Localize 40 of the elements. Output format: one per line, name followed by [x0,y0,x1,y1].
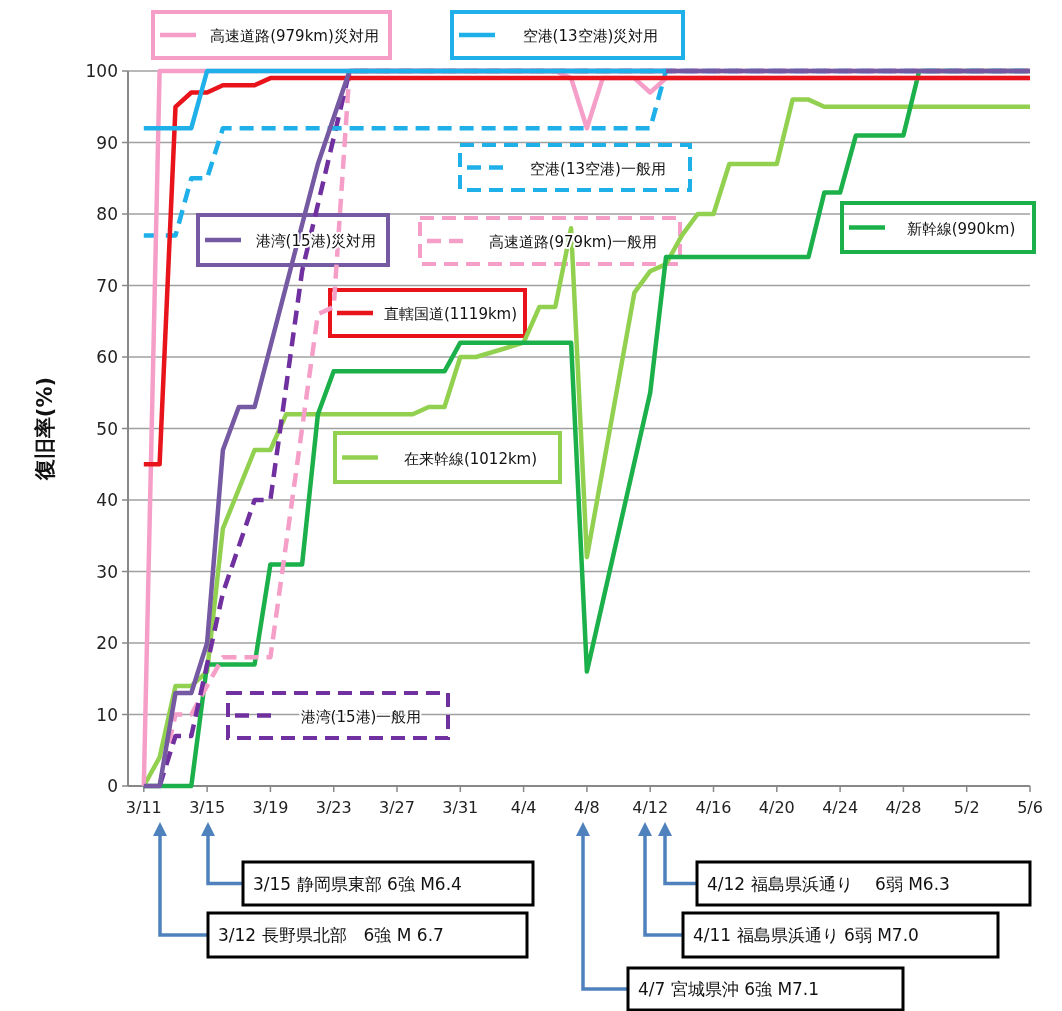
text: 4/12 福島県浜通り 6弱 M6.3 [707,873,950,894]
y-axis-title: 復旧率(%) [33,376,57,482]
legend-label: 在来幹線(1012km) [403,449,538,468]
text: 3/15 静岡県東部 6強 M6.4 [253,873,462,894]
x-tick-label: 5/2 [953,798,980,817]
x-tick-label: 5/6 [1017,798,1043,817]
x-tick-label: 4/20 [758,798,795,817]
y-tick-label: 60 [96,347,118,367]
legend-label: 空港(13空港)災対用 [522,27,659,45]
y-tick-label: 10 [96,704,118,725]
x-tick-label: 4/24 [822,798,859,817]
x-tick-label: 4/16 [695,798,732,817]
text: 4/11 福島県浜通り 6弱 M7.0 [693,925,919,945]
text: 4/7 宮城県沖 6強 M7.1 [638,979,820,999]
x-tick-label: 3/31 [442,798,479,817]
x-tick-label: 4/8 [574,798,600,817]
line-series [141,75,1033,467]
y-tick-label: 40 [96,490,118,510]
y-tick-label: 90 [96,132,118,153]
x-tick-label: 3/19 [252,798,289,817]
x-tick-label: 3/27 [379,798,415,817]
x-tick-label: 3/15 [189,798,226,817]
x-tick-label: 3/11 [125,798,162,817]
y-tick-label: 20 [96,633,118,653]
legend-label: 直轄国道(1119km) [383,305,518,323]
y-tick-label: 70 [96,275,118,296]
y-tick-label: 30 [96,561,118,582]
x-tick-label: 3/23 [315,798,352,817]
y-tick-label: 100 [85,61,118,81]
legend-label: 高速道路(979km)災対用 [210,27,379,45]
x-tick-label: 4/28 [885,798,922,817]
y-tick-label: 0 [107,776,118,796]
legend-label: 港湾(15港)一般用 [300,707,422,726]
legend-label: 新幹線(990km) [906,219,1016,238]
x-tick-label: 4/12 [632,798,669,817]
text: 3/12 長野県北部 6強 M 6.7 [218,925,444,945]
x-tick-label: 4/4 [510,798,537,817]
legend-label: 空港(13空港)一般用 [530,159,666,178]
y-tick-label: 80 [96,204,118,224]
y-tick-label: 50 [96,418,118,439]
